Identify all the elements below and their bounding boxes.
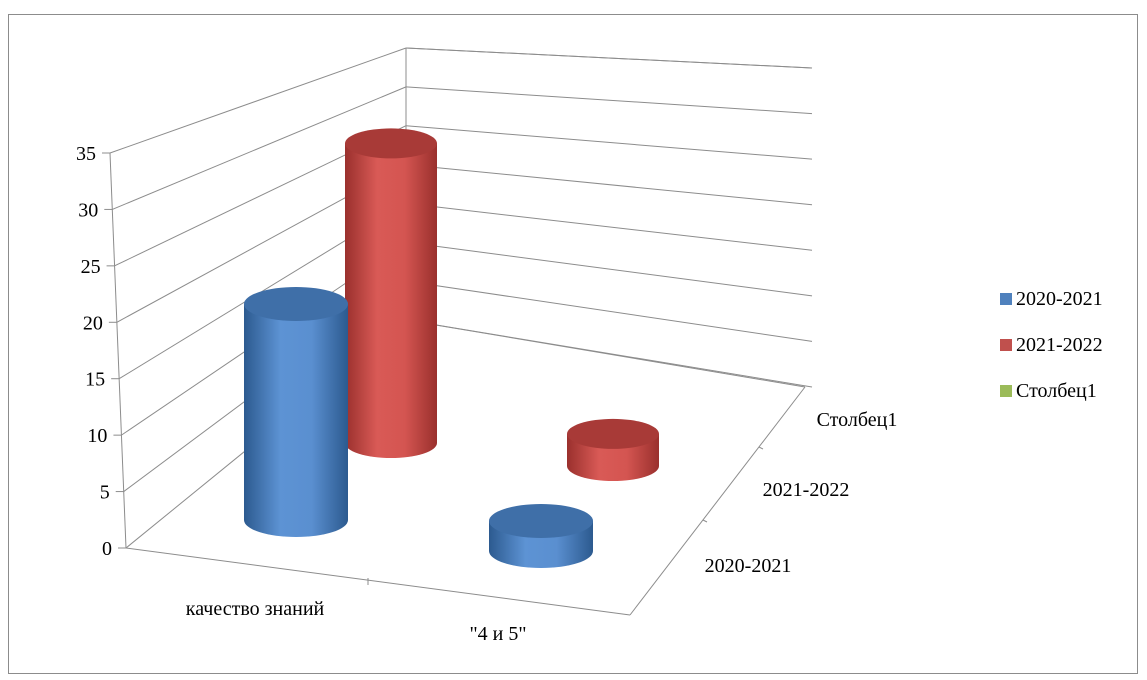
category-label: "4 и 5" <box>469 623 526 645</box>
y-tick-label: 5 <box>100 482 110 504</box>
y-tick-label: 0 <box>102 538 112 560</box>
depth-tick <box>758 446 764 450</box>
floor-front-edge <box>125 547 631 616</box>
gridline-back <box>405 86 813 115</box>
depth-label: 2020-2021 <box>705 555 792 577</box>
gridline-back <box>405 125 813 160</box>
category-label: качество знаний <box>186 598 325 620</box>
cylinder-body <box>244 304 348 537</box>
cylinder-top <box>244 287 348 321</box>
gridline-back <box>405 241 813 297</box>
legend-label: 2020-2021 <box>1016 288 1103 310</box>
depth-label: Столбец1 <box>817 409 898 431</box>
gridline-back-top <box>405 47 813 69</box>
cylinder-2020-2021-1 <box>489 504 593 568</box>
y-axis: 0 5 10 15 20 25 30 35 <box>76 143 126 560</box>
y-tick-label: 30 <box>78 199 98 221</box>
legend: 2020-2021 2021-2022 Столбец1 <box>1000 288 1103 402</box>
gridline-back <box>405 202 813 251</box>
y-tick-label: 35 <box>76 143 96 165</box>
cylinders <box>244 128 659 568</box>
legend-swatch <box>1000 339 1012 351</box>
side-wall-left-edge <box>109 152 127 549</box>
legend-label: Столбец1 <box>1016 380 1097 402</box>
category-axis: качество знаний "4 и 5" <box>186 578 527 645</box>
gridline-side <box>109 47 407 154</box>
depth-label: 2021-2022 <box>763 479 850 501</box>
floor-right-edge <box>629 386 806 616</box>
gridlines <box>109 47 813 492</box>
y-tick-label: 25 <box>81 256 101 278</box>
gridline-side <box>112 86 407 210</box>
cylinder-top <box>567 418 659 449</box>
y-tick-label: 15 <box>85 369 105 391</box>
cylinder-2020-2021-0 <box>244 287 348 537</box>
cylinder-top <box>489 504 593 538</box>
y-tick-label: 10 <box>87 425 107 447</box>
legend-label: 2021-2022 <box>1016 334 1103 356</box>
gridline-back <box>405 164 813 206</box>
cylinder-2021-2022-0 <box>345 128 437 458</box>
depth-axis: 2020-2021 2021-2022 Столбец1 <box>702 409 898 577</box>
chart-walls <box>109 48 806 616</box>
gridline-back <box>405 280 813 342</box>
cylinder-top <box>345 128 437 159</box>
gridline-back <box>405 319 813 388</box>
cylinder-2021-2022-1 <box>567 418 659 481</box>
y-tick-label: 20 <box>83 312 103 334</box>
cylinder-body <box>345 143 437 458</box>
legend-swatch <box>1000 293 1012 305</box>
legend-swatch <box>1000 385 1012 397</box>
depth-tick <box>702 519 708 523</box>
